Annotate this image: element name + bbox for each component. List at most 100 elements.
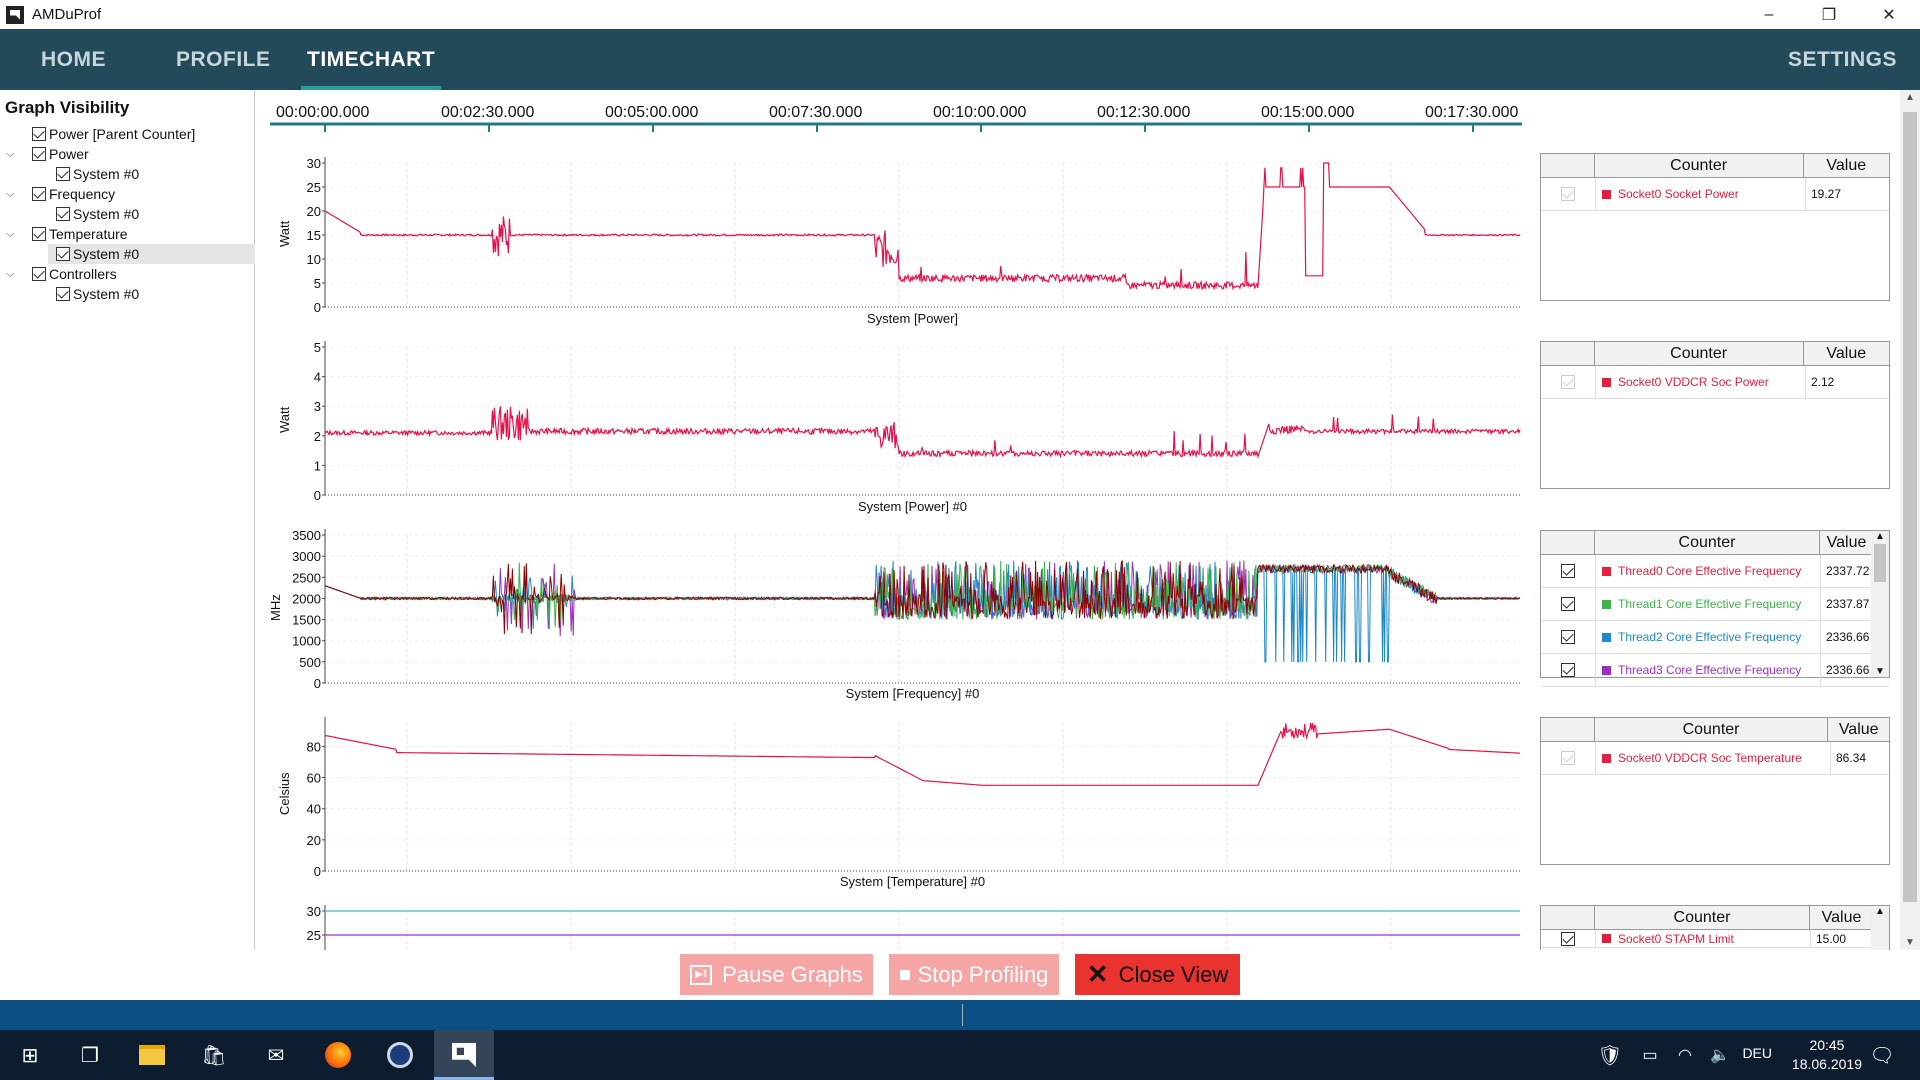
counter-checkbox[interactable] bbox=[1561, 375, 1575, 389]
timeline-tick-label: 00:10:00.000 bbox=[933, 104, 1027, 121]
counter-check-cell bbox=[1541, 597, 1595, 611]
counter-value: 19.27 bbox=[1811, 187, 1842, 201]
tree-item[interactable]: System #0 bbox=[56, 284, 276, 304]
close-view-button[interactable]: ✕ Close View bbox=[1075, 954, 1240, 995]
expand-chevron-icon[interactable]: ⌵ bbox=[6, 187, 15, 200]
counter-checkbox[interactable] bbox=[1561, 663, 1575, 677]
series-line-soc-power bbox=[324, 406, 1521, 459]
scroll-up-icon[interactable]: ▲ bbox=[1905, 92, 1915, 103]
y-tick-label: 2000 bbox=[292, 591, 321, 606]
header-value[interactable]: Value bbox=[1826, 344, 1867, 362]
firefox-icon[interactable] bbox=[308, 1030, 368, 1080]
counter-panels: Counter Value Socket0 Socket Power 19.27 Cou… bbox=[1540, 90, 1900, 950]
header-value[interactable]: Value bbox=[1838, 720, 1879, 738]
volume-icon[interactable]: 🔈 bbox=[1710, 1047, 1730, 1064]
visibility-checkbox[interactable] bbox=[32, 227, 46, 241]
tab-home[interactable]: HOME bbox=[41, 48, 106, 71]
expand-chevron-icon[interactable]: ⌵ bbox=[6, 227, 15, 240]
graph-visibility-panel: Graph Visibility Power [Parent Counter] ⌵… bbox=[0, 90, 255, 950]
timeline-tick-label: 00:00:00.000 bbox=[276, 104, 370, 121]
language-indicator[interactable]: DEU bbox=[1742, 1045, 1772, 1061]
counter-checkbox[interactable] bbox=[1561, 630, 1575, 644]
main-scrollbar[interactable]: ▲ ▼ bbox=[1900, 90, 1920, 950]
taskbar-clock[interactable]: 20:45 18.06.2019 bbox=[1792, 1036, 1862, 1074]
mail-icon[interactable]: ✉ bbox=[267, 1044, 285, 1067]
counter-checkbox[interactable] bbox=[1561, 751, 1575, 765]
header-value[interactable]: Value bbox=[1826, 533, 1867, 551]
visibility-checkbox[interactable] bbox=[32, 187, 46, 201]
tab-settings[interactable]: SETTINGS bbox=[1788, 48, 1898, 71]
tree-item[interactable]: System #0 bbox=[48, 244, 255, 264]
header-counter[interactable]: Counter bbox=[1595, 154, 1804, 177]
tree-item-label: Power [Parent Counter] bbox=[49, 126, 196, 142]
expand-chevron-icon[interactable]: ⌵ bbox=[6, 267, 15, 280]
task-view-icon[interactable]: ❐ bbox=[81, 1044, 99, 1067]
counter-checkbox[interactable] bbox=[1561, 564, 1575, 578]
y-tick-label: 0 bbox=[314, 488, 321, 503]
table-scrollbar[interactable]: ▲ bbox=[1871, 906, 1889, 950]
y-axis-label: Celsius bbox=[277, 772, 292, 815]
counter-checkbox[interactable] bbox=[1561, 597, 1575, 611]
header-counter[interactable]: Counter bbox=[1595, 718, 1829, 741]
table-scrollbar[interactable]: ▲ ▼ bbox=[1871, 531, 1889, 677]
pause-graphs-button[interactable]: ▶‖ Pause Graphs bbox=[680, 954, 873, 995]
defender-shield-icon[interactable]: 🛡 bbox=[1597, 1044, 1623, 1067]
table-scroll-down-icon[interactable]: ▼ bbox=[1875, 666, 1885, 677]
tree-item[interactable]: ⌵ Temperature bbox=[6, 224, 252, 244]
counter-name-cell: Socket0 VDDCR Soc Power bbox=[1595, 366, 1805, 398]
amduprof-taskbar-icon[interactable] bbox=[434, 1030, 494, 1080]
minimize-button[interactable]: – bbox=[1764, 5, 1774, 23]
tree-item[interactable]: ⌵ Power bbox=[6, 144, 252, 164]
y-tick-label: 25 bbox=[307, 928, 321, 943]
visibility-checkbox[interactable] bbox=[32, 147, 46, 161]
visibility-checkbox[interactable] bbox=[56, 287, 70, 301]
scroll-down-icon[interactable]: ▼ bbox=[1905, 937, 1915, 948]
y-tick-label: 15 bbox=[307, 228, 321, 243]
visibility-checkbox[interactable] bbox=[56, 167, 70, 181]
counter-name: Thread0 Core Effective Frequency bbox=[1618, 564, 1802, 578]
tab-timechart[interactable]: TIMECHART bbox=[301, 29, 442, 90]
y-tick-label: 3000 bbox=[292, 549, 321, 564]
stop-profiling-button[interactable]: Stop Profiling bbox=[889, 954, 1059, 995]
header-check-col bbox=[1541, 718, 1595, 741]
counter-name: Thread3 Core Effective Frequency bbox=[1618, 663, 1802, 677]
file-explorer-icon[interactable] bbox=[122, 1030, 182, 1080]
visibility-checkbox[interactable] bbox=[32, 267, 46, 281]
header-counter[interactable]: Counter bbox=[1595, 342, 1804, 365]
series-color-swatch bbox=[1602, 189, 1611, 199]
tree-item-label: Power bbox=[49, 146, 89, 162]
restore-button[interactable]: ❐ bbox=[1821, 6, 1837, 24]
tree-item[interactable]: Power [Parent Counter] bbox=[32, 124, 252, 144]
store-icon[interactable]: 🛍 bbox=[201, 1044, 227, 1067]
battery-icon[interactable]: ▭ bbox=[1642, 1047, 1658, 1064]
y-tick-label: 0 bbox=[314, 300, 321, 315]
header-counter[interactable]: Counter bbox=[1595, 531, 1820, 554]
cinema4d-icon[interactable] bbox=[370, 1030, 430, 1080]
header-value[interactable]: Value bbox=[1821, 908, 1862, 926]
scrollbar-thumb[interactable] bbox=[1903, 112, 1917, 902]
tree-item[interactable]: ⌵ Frequency bbox=[6, 184, 252, 204]
tree-item[interactable]: ⌵ Controllers bbox=[6, 264, 252, 284]
visibility-checkbox[interactable] bbox=[56, 247, 70, 261]
close-window-button[interactable]: ✕ bbox=[1882, 6, 1896, 24]
wifi-icon[interactable]: ◠ bbox=[1678, 1047, 1692, 1064]
visibility-checkbox[interactable] bbox=[56, 207, 70, 221]
tab-profile[interactable]: PROFILE bbox=[176, 48, 271, 71]
notifications-icon[interactable]: 🗨 bbox=[1869, 1044, 1895, 1067]
table-scroll-up-icon[interactable]: ▲ bbox=[1875, 531, 1885, 542]
y-tick-label: 4 bbox=[314, 370, 321, 385]
table-scroll-thumb[interactable] bbox=[1874, 544, 1886, 582]
counter-checkbox[interactable] bbox=[1561, 931, 1575, 946]
visibility-checkbox[interactable] bbox=[32, 127, 46, 141]
counter-value: 86.34 bbox=[1836, 751, 1867, 765]
expand-chevron-icon[interactable]: ⌵ bbox=[6, 147, 15, 160]
counter-checkbox[interactable] bbox=[1561, 187, 1575, 201]
header-value[interactable]: Value bbox=[1826, 156, 1867, 174]
tree-item[interactable]: System #0 bbox=[56, 204, 276, 224]
title-bar: AMDuProf – ❐ ✕ bbox=[0, 0, 1920, 29]
timechart-svg: 00:00:00.000 00:02:30.000 00:05:00.000 00:0… bbox=[268, 104, 1522, 950]
header-counter[interactable]: Counter bbox=[1595, 906, 1810, 929]
table-scroll-up-icon[interactable]: ▲ bbox=[1875, 906, 1885, 917]
windows-start-icon[interactable]: ⊞ bbox=[21, 1044, 39, 1067]
tree-item[interactable]: System #0 bbox=[56, 164, 276, 184]
